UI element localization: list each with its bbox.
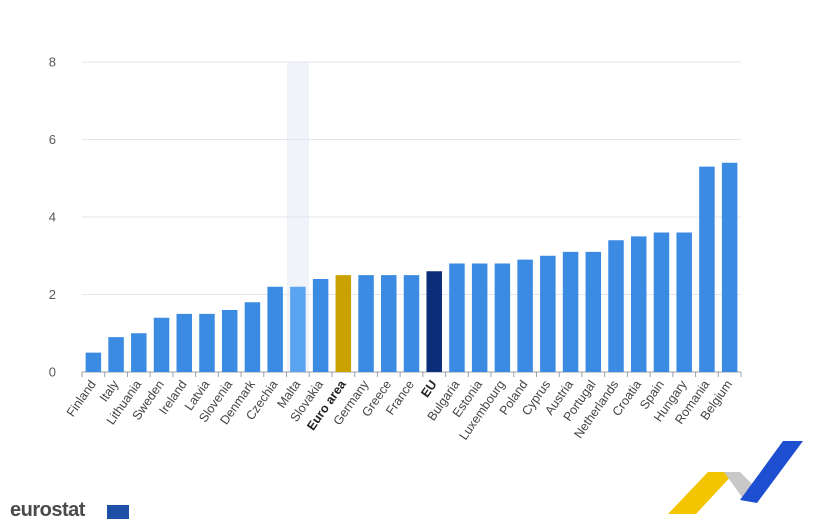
bar-poland[interactable]: [517, 259, 533, 372]
y-axis-tick-labels: 0 2 4 6 8: [49, 55, 56, 380]
y-tick-label: 4: [49, 210, 56, 225]
y-tick-label: 6: [49, 132, 56, 147]
bars: [85, 162, 738, 373]
x-axis-category-labels: FinlandItalyLithuaniaSwedenIrelandLatvia…: [64, 372, 742, 443]
y-tick-label: 2: [49, 287, 56, 302]
eu-flag-icon: [107, 505, 129, 519]
bar-france[interactable]: [403, 275, 420, 372]
bar-luxembourg[interactable]: [494, 263, 511, 373]
decorative-chevron: [668, 441, 803, 514]
bar-malta[interactable]: [290, 286, 306, 372]
eurostat-logo: eurostat: [10, 499, 85, 521]
bar-netherlands[interactable]: [608, 240, 624, 372]
decor-blue-stroke: [740, 441, 803, 503]
decor-yellow-stroke: [668, 472, 735, 514]
bar-cyprus[interactable]: [540, 255, 556, 372]
bar-italy[interactable]: [108, 337, 124, 372]
bar-euro-area[interactable]: [335, 275, 352, 372]
bar-slovenia[interactable]: [221, 310, 238, 372]
y-tick-label: 8: [49, 55, 56, 70]
bar-belgium[interactable]: [721, 162, 738, 372]
bar-estonia[interactable]: [471, 263, 488, 373]
bar-eu[interactable]: [426, 271, 442, 372]
bar-sweden[interactable]: [153, 317, 170, 372]
bar-ireland[interactable]: [176, 313, 193, 372]
bar-slovakia[interactable]: [312, 279, 329, 372]
bar-croatia[interactable]: [630, 236, 647, 372]
y-tick-label: 0: [49, 365, 56, 380]
bar-romania[interactable]: [699, 166, 715, 372]
x-category-label: Finland: [64, 378, 99, 420]
x-category-label: EU: [418, 378, 439, 400]
bar-portugal[interactable]: [585, 251, 602, 372]
bar-denmark[interactable]: [244, 302, 261, 372]
bar-greece[interactable]: [381, 275, 397, 372]
bar-austria[interactable]: [562, 251, 579, 372]
bar-latvia[interactable]: [199, 313, 215, 372]
bar-germany[interactable]: [358, 275, 374, 372]
bar-lithuania[interactable]: [131, 333, 147, 372]
bar-czechia[interactable]: [267, 286, 283, 372]
bar-spain[interactable]: [653, 232, 670, 373]
bar-bulgaria[interactable]: [449, 263, 465, 373]
bar-finland[interactable]: [85, 352, 102, 372]
bar-hungary[interactable]: [676, 232, 692, 373]
